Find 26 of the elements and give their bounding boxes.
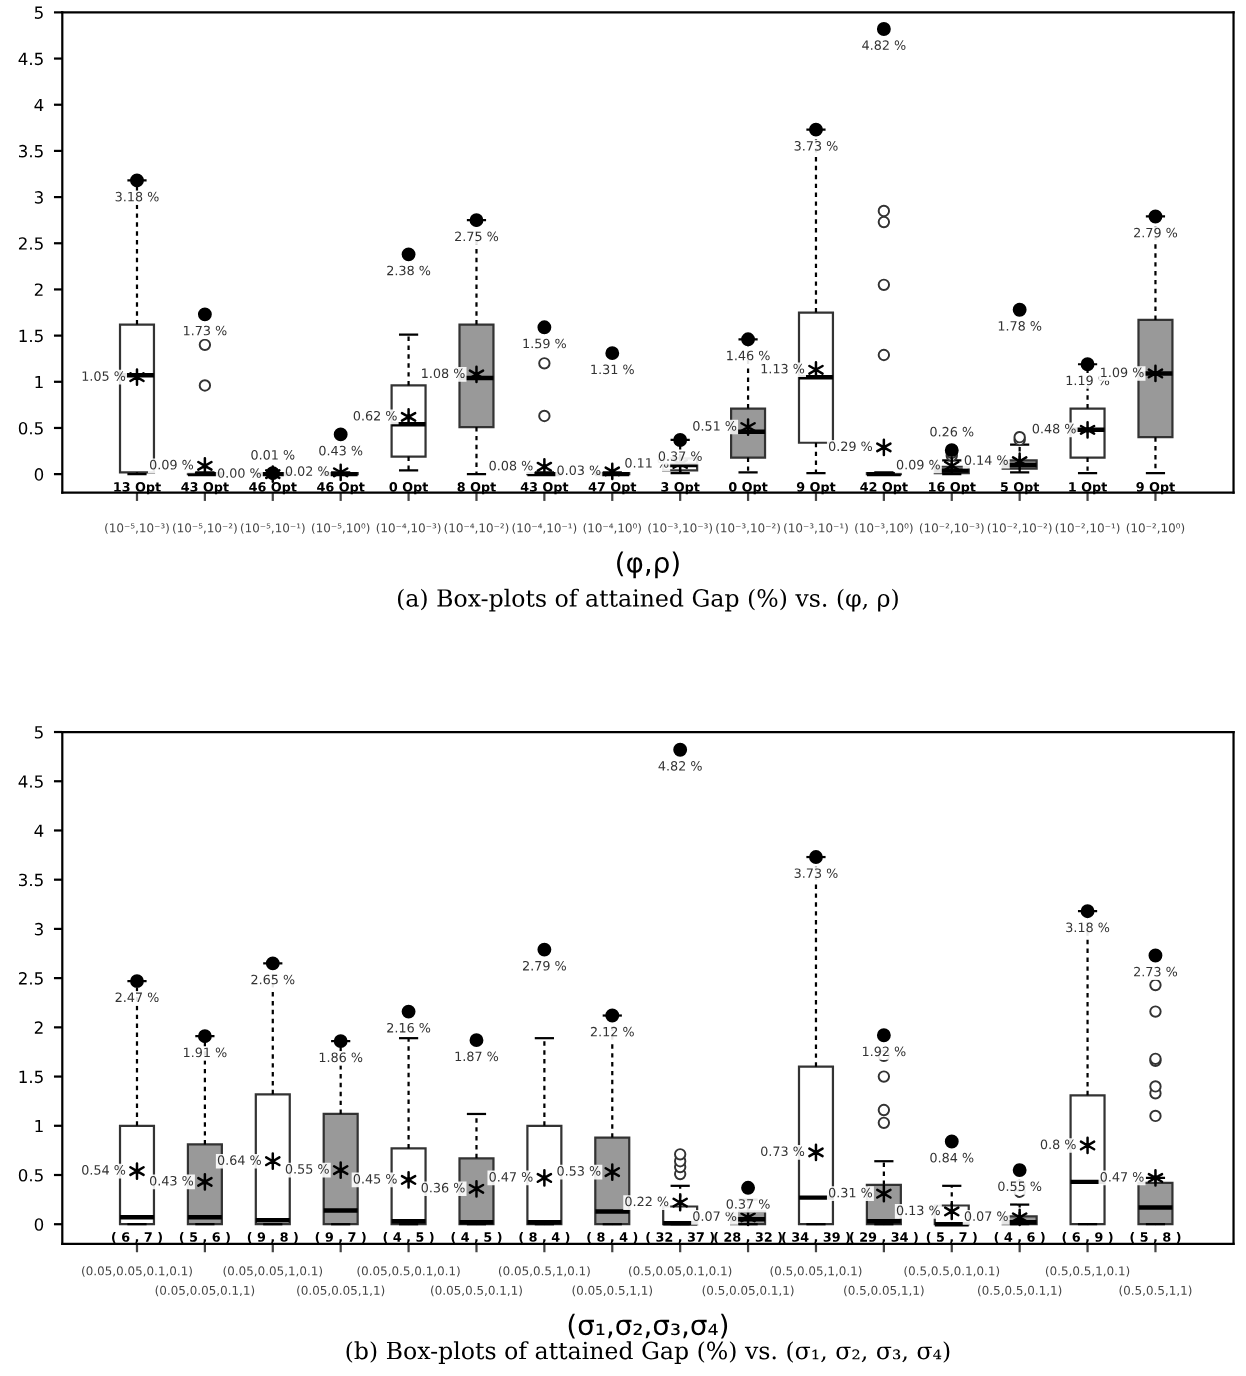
text: (b) Box-plots of attained Gap (%) vs. (σ₁, σ₂, σ₃, σ₄) bbox=[346, 1341, 950, 1365]
y-tick-label: 5 bbox=[34, 726, 43, 739]
y-tick-label: 1 bbox=[35, 375, 43, 389]
y-tick-label: 4.5 bbox=[18, 52, 43, 66]
x-axis-title: (φ,ρ) bbox=[617, 551, 679, 579]
y-tick-label: 1.5 bbox=[19, 1070, 43, 1084]
y-tick-label: 0 bbox=[34, 468, 44, 481]
y-tick-label: 3 bbox=[34, 922, 43, 936]
y-tick-label: 2 bbox=[34, 1021, 43, 1034]
y-tick-label: 0 bbox=[34, 1218, 44, 1231]
y-tick-label: 0.5 bbox=[18, 421, 43, 435]
y-tick-label: 4.5 bbox=[18, 775, 43, 788]
y-tick-label: 0.5 bbox=[18, 1168, 43, 1182]
y-tick-label: 5 bbox=[34, 6, 43, 19]
text: (a) Box-plots of attained Gap (%) vs. (φ, ρ) bbox=[397, 588, 898, 612]
y-tick-label: 2 bbox=[34, 283, 43, 296]
y-tick-label: 2.5 bbox=[18, 237, 43, 250]
y-tick-label: 3 bbox=[34, 191, 43, 204]
y-tick-label: 3.5 bbox=[19, 144, 43, 158]
y-tick-label: 1 bbox=[35, 1119, 43, 1133]
y-tick-label: 4 bbox=[34, 824, 44, 837]
y-tick-label: 1.5 bbox=[19, 329, 43, 343]
x-axis-title: (σ₁,σ₂,σ₃,σ₄) bbox=[568, 1313, 728, 1339]
y-tick-label: 3.5 bbox=[19, 873, 43, 887]
y-tick-label: 4 bbox=[34, 98, 44, 112]
y-tick-label: 2.5 bbox=[18, 972, 43, 985]
